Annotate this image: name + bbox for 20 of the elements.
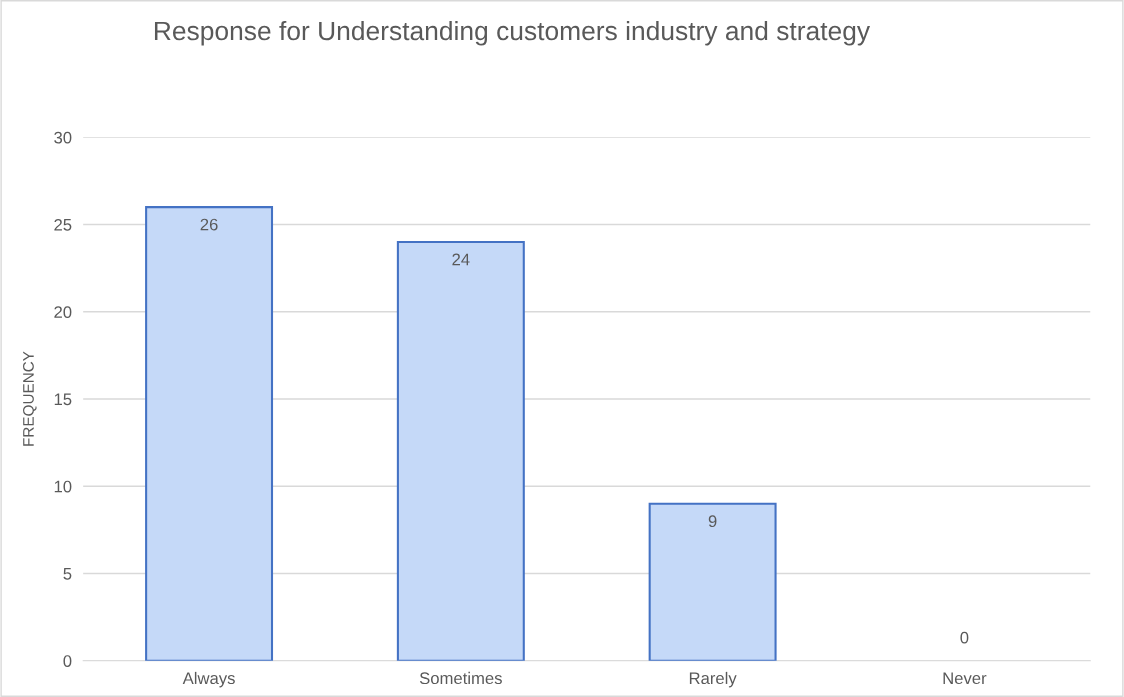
x-tick-label: Sometimes <box>419 671 502 685</box>
y-axis-title: FREQUENCY <box>23 351 37 446</box>
data-label: 26 <box>200 218 218 231</box>
y-tick-label: 5 <box>63 568 72 580</box>
bar <box>145 206 274 661</box>
x-tick-label: Always <box>182 671 235 688</box>
x-tick-label: Never <box>943 672 987 685</box>
bar <box>396 240 525 661</box>
y-tick-label: 20 <box>54 306 72 318</box>
bar <box>648 502 777 661</box>
data-label: 9 <box>708 515 717 528</box>
y-tick-label: 10 <box>54 480 72 493</box>
y-tick-label: 25 <box>54 218 72 231</box>
y-tick-label: 0 <box>63 655 72 667</box>
data-label: 24 <box>452 253 470 266</box>
data-label: 0 <box>960 631 969 644</box>
y-tick-label: 15 <box>54 393 72 406</box>
chart-title: Response for Understanding customers industry and strategy <box>154 20 871 46</box>
x-tick-label: Rarely <box>689 671 737 688</box>
y-tick-label: 30 <box>54 131 72 144</box>
